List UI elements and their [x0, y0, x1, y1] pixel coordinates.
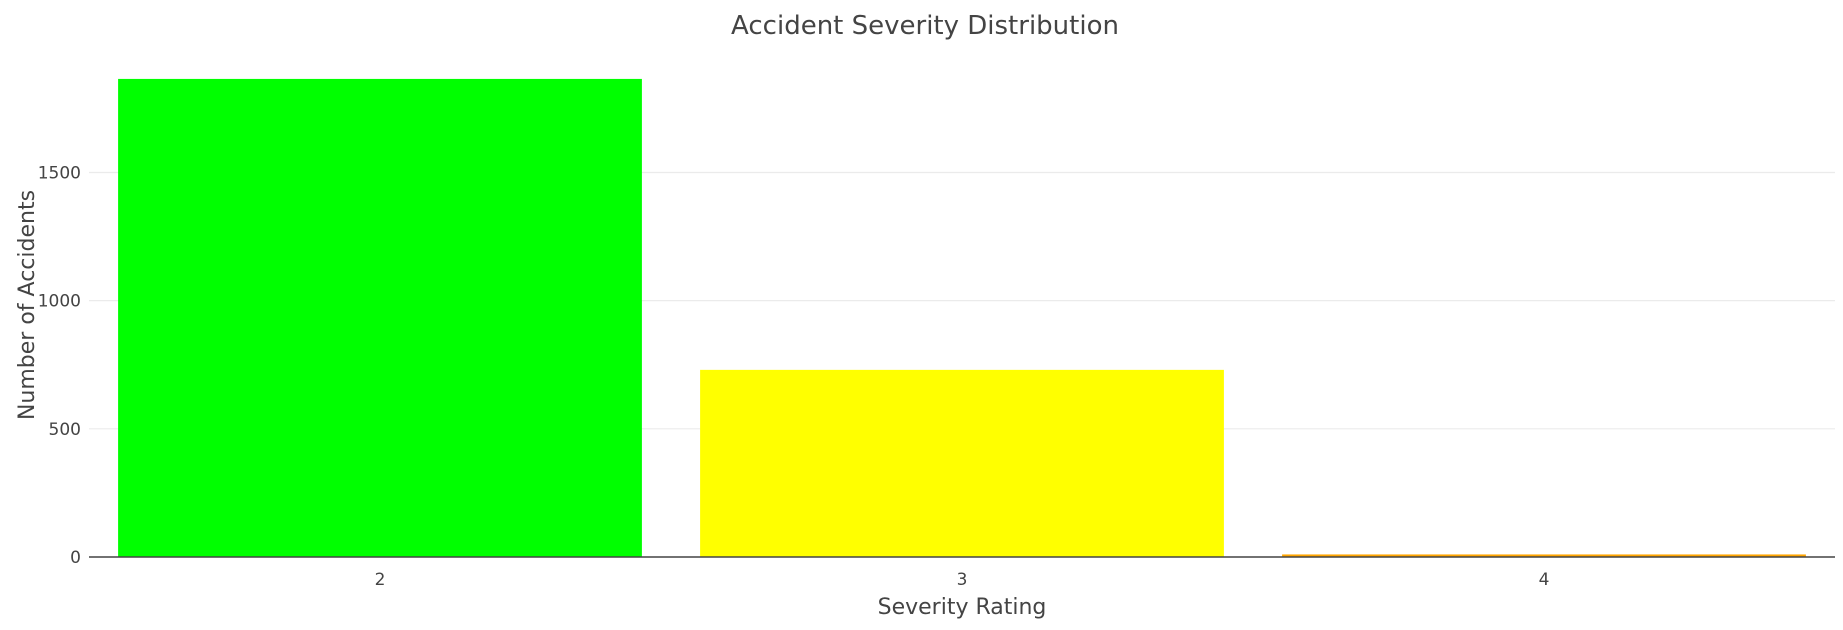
- bar-severity-3: [700, 369, 1224, 557]
- x-axis-title: Severity Rating: [878, 595, 1047, 620]
- y-tick-label: 1500: [38, 163, 81, 183]
- axes: 0 500 1000 1500 2 3 4: [38, 163, 1835, 590]
- y-axis-title: Number of Accidents: [15, 190, 40, 420]
- bar-severity-4: [1282, 554, 1806, 557]
- y-tick-label: 1000: [38, 292, 81, 312]
- bars: [118, 78, 1806, 557]
- x-tick-label: 4: [1539, 570, 1550, 590]
- x-tick-label: 3: [957, 570, 968, 590]
- x-tick-label: 2: [375, 570, 386, 590]
- bar-severity-2: [118, 78, 642, 557]
- y-tick-label: 0: [70, 548, 81, 568]
- chart-title: Accident Severity Distribution: [731, 11, 1119, 41]
- y-tick-label: 500: [49, 420, 81, 440]
